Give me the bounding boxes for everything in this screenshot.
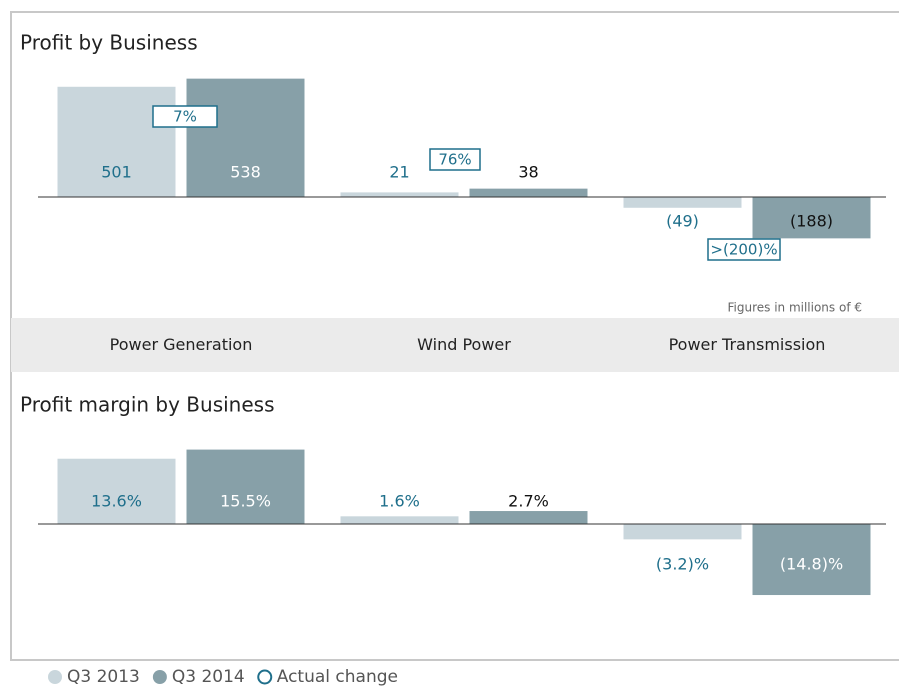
bar — [186, 78, 305, 197]
value-label: 501 — [101, 163, 132, 182]
legend-swatch — [48, 670, 62, 684]
legend-label: Q3 2014 — [172, 667, 245, 686]
value-label: (49) — [666, 212, 699, 231]
chart-title: Profit by Business — [20, 31, 198, 55]
value-label: 38 — [518, 163, 538, 182]
category-label: Power Transmission — [668, 335, 826, 354]
bar — [752, 524, 871, 596]
bar — [623, 524, 742, 540]
change-box — [707, 238, 781, 261]
bar — [469, 188, 588, 197]
bar — [57, 86, 176, 197]
value-label: 13.6% — [91, 492, 142, 511]
unit-note: Figures in millions of € — [727, 301, 862, 315]
change-box — [152, 105, 218, 128]
value-label: (188) — [790, 212, 833, 231]
legend-label: Q3 2013 — [67, 667, 140, 686]
change-box — [429, 148, 481, 171]
bar — [57, 458, 176, 524]
legend-label: Actual change — [277, 667, 398, 686]
bar — [469, 511, 588, 524]
change-label: 76% — [438, 151, 471, 169]
value-label: (3.2)% — [656, 555, 709, 574]
change-label: 7% — [173, 108, 197, 126]
value-label: 15.5% — [220, 492, 271, 511]
bar — [340, 516, 459, 524]
bar — [186, 449, 305, 524]
bar — [340, 192, 459, 197]
bar — [623, 197, 742, 208]
category-label: Wind Power — [417, 335, 511, 354]
chart-title: Profit margin by Business — [20, 393, 275, 417]
value-label: 2.7% — [508, 492, 549, 511]
legend-swatch — [257, 669, 273, 685]
category-label: Power Generation — [109, 335, 253, 354]
value-label: (14.8)% — [780, 555, 843, 574]
change-label: >(200)% — [710, 241, 777, 259]
legend-swatch — [152, 670, 167, 684]
category-band — [11, 318, 899, 372]
value-label: 21 — [389, 163, 409, 182]
value-label: 1.6% — [379, 492, 420, 511]
bar — [752, 197, 871, 239]
value-label: 538 — [230, 163, 261, 182]
